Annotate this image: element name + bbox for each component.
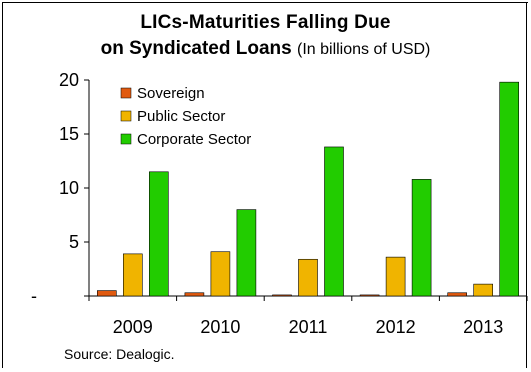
x-tick-label: 2009: [113, 317, 153, 337]
bar: [385, 256, 406, 297]
chart-title-bold: on Syndicated Loans: [100, 38, 292, 59]
legend-swatch: [120, 133, 132, 145]
bar: [411, 179, 432, 297]
bar: [324, 146, 344, 297]
bar: [447, 292, 468, 297]
bar: [97, 290, 117, 297]
bar: [499, 81, 520, 297]
chart-title-line1: LICs-Maturities Falling Due: [140, 12, 391, 33]
legend-label: Corporate Sector: [137, 131, 251, 148]
y-tick-label: 10: [59, 178, 79, 198]
bar: [184, 292, 205, 297]
x-tick-label: 2011: [289, 317, 328, 337]
y-tick-label: 5: [69, 232, 79, 252]
y-tick-label: -: [31, 286, 37, 306]
bar: [473, 283, 494, 297]
y-tick-label: 15: [59, 124, 79, 144]
frame-top-border: [2, 2, 528, 3]
legend-swatch: [120, 110, 132, 122]
legend-swatch: [120, 87, 132, 99]
x-tick-label: 2010: [200, 317, 240, 337]
x-tick-label: 2012: [376, 317, 416, 337]
legend-label: Sovereign: [137, 85, 205, 102]
chart-title-units: (In billions of USD): [297, 41, 431, 58]
bar: [210, 251, 231, 297]
chart-title-line2: on Syndicated Loans (In billions of USD): [0, 38, 531, 60]
y-tick-label: 20: [59, 70, 79, 90]
bar: [272, 294, 292, 297]
bar: [149, 171, 169, 297]
legend-label: Public Sector: [137, 108, 225, 125]
frame-left-border: [2, 2, 3, 368]
bar: [298, 258, 318, 297]
bar: [236, 209, 257, 297]
chart-frame: [2, 2, 527, 368]
bar: [359, 294, 380, 297]
x-tick-label: 2013: [463, 317, 503, 337]
bar: [123, 253, 143, 297]
source-note: Source: Dealogic.: [64, 346, 175, 362]
